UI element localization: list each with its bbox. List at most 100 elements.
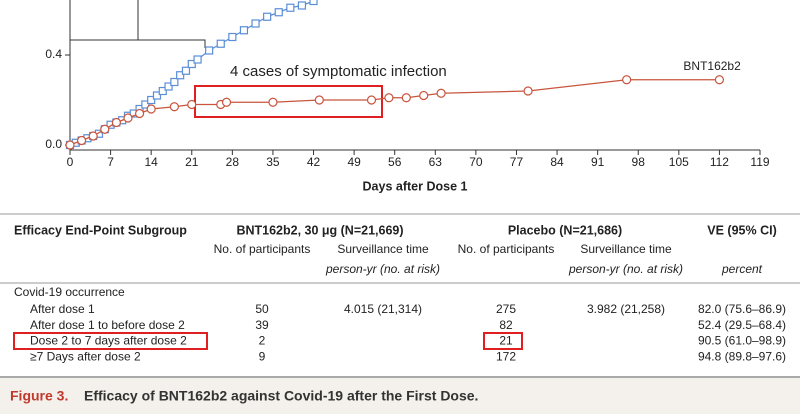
point (76, 135, 87, 146)
x-tick-label: 49 (347, 155, 361, 169)
x-tick-label: 21 (185, 155, 199, 169)
x-tick-label: 42 (307, 155, 321, 169)
point (263, 12, 272, 21)
point (384, 93, 394, 103)
table-cell: 2 (259, 334, 266, 348)
y-tick-label: 0.4 (45, 47, 62, 61)
point (152, 91, 162, 100)
bracket (69, 0, 206, 48)
row-label: ≥7 Days after dose 2 (30, 349, 141, 363)
highlight-box (483, 332, 523, 350)
point (187, 99, 197, 110)
point (228, 32, 237, 42)
point (169, 102, 179, 112)
point (221, 97, 232, 107)
point (141, 100, 150, 109)
point (123, 113, 133, 123)
point (146, 104, 156, 114)
x-tick-label: 63 (429, 155, 443, 169)
x-tick-label: 91 (591, 155, 605, 169)
point (274, 8, 283, 17)
table-subheader: person-yr (no. at risk) (325, 262, 440, 276)
table-cell: 39 (255, 318, 269, 332)
table-section: Covid-19 occurrence (14, 285, 125, 299)
table-subheader: person-yr (no. at risk) (568, 262, 683, 276)
table-cell: 82 (499, 318, 513, 332)
table-header: VE (95% CI) (707, 223, 776, 237)
x-tick-label: 98 (632, 155, 646, 169)
table-subheader: No. of participants (458, 242, 555, 256)
point (401, 93, 411, 103)
point (181, 66, 191, 75)
highlight-box (13, 332, 208, 350)
point (134, 108, 145, 119)
x-tick-label: 112 (710, 155, 729, 169)
point (314, 95, 324, 105)
series-label: BNT162b2 (683, 59, 741, 73)
row-label: After dose 1 (30, 302, 95, 316)
x-axis-label: Days after Dose 1 (363, 179, 468, 193)
table-subheader: percent (721, 262, 763, 276)
point (216, 39, 225, 48)
x-tick-label: 0 (67, 155, 74, 169)
caption-text: Efficacy of BNT162b2 against Covid-19 af… (84, 388, 478, 404)
x-tick-label: 119 (750, 155, 769, 169)
point (714, 75, 725, 85)
point (88, 131, 98, 141)
point (268, 97, 278, 107)
table-cell: 52.4 (29.5–68.4) (698, 318, 786, 332)
table-header: Efficacy End-Point Subgroup (14, 223, 187, 237)
point (297, 1, 307, 10)
point (164, 82, 173, 91)
x-tick-label: 77 (510, 155, 524, 169)
point (158, 86, 167, 96)
point (309, 0, 318, 6)
table-cell: 90.5 (61.0–98.9) (698, 334, 786, 348)
table-cell: 3.982 (21,258) (587, 302, 665, 316)
point (170, 77, 179, 87)
row-label: Dose 2 to 7 days after dose 2 (30, 334, 187, 348)
point (65, 140, 75, 150)
row-label: After dose 1 to before dose 2 (30, 318, 185, 332)
point (205, 46, 214, 55)
caption-label: Figure 3. (10, 388, 68, 404)
point (286, 3, 295, 12)
point (111, 117, 121, 128)
x-tick-label: 7 (107, 155, 114, 169)
table-cell: 94.8 (89.8–97.6) (698, 349, 786, 363)
point (176, 71, 185, 80)
point (436, 88, 446, 98)
point (239, 26, 249, 35)
x-tick-label: 56 (388, 155, 402, 169)
table-header: Placebo (N=21,686) (508, 223, 622, 237)
point (147, 95, 156, 105)
x-tick-label: 28 (226, 155, 240, 169)
table-cell: 172 (496, 349, 516, 363)
point (366, 95, 377, 105)
point (419, 90, 429, 101)
x-tick-label: 14 (144, 155, 158, 169)
table-subheader: No. of participants (214, 242, 311, 256)
point (187, 59, 196, 69)
point (193, 55, 202, 64)
table-cell: 21 (499, 334, 513, 348)
annotation: 4 cases of symptomatic infection (230, 63, 447, 80)
point (251, 19, 260, 28)
caption-bg (0, 378, 800, 414)
table-header: BNT162b2, 30 μg (N=21,669) (236, 223, 403, 237)
point (523, 86, 533, 96)
x-tick-label: 35 (266, 155, 280, 169)
x-tick-label: 105 (669, 155, 689, 169)
table-subheader: Surveillance time (337, 242, 429, 256)
table-subheader: Surveillance time (580, 242, 672, 256)
table-cell: 9 (259, 349, 266, 363)
point (100, 124, 110, 134)
y-tick-label: 0.0 (45, 137, 62, 151)
x-tick-label: 84 (550, 155, 564, 169)
table-cell: 275 (496, 302, 516, 316)
x-tick-label: 70 (469, 155, 483, 169)
table-cell: 4.015 (21,314) (344, 302, 422, 316)
table-cell: 50 (255, 302, 269, 316)
table-cell: 82.0 (75.6–86.9) (698, 302, 786, 316)
